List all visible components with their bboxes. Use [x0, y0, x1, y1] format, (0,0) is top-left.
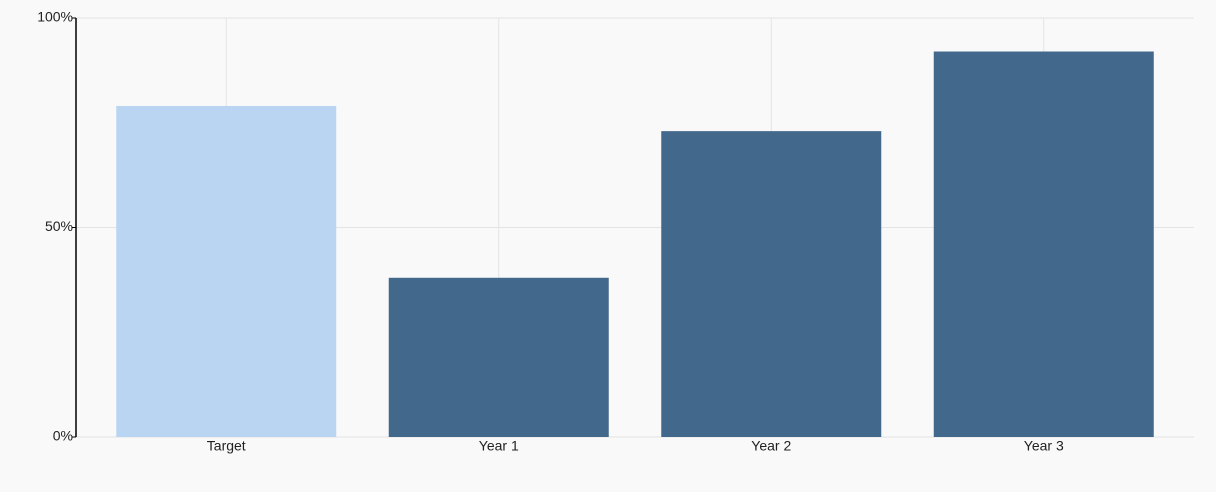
y-tick-label: 100% — [37, 9, 73, 25]
bar — [388, 277, 609, 437]
y-tick-label: 50% — [45, 218, 73, 234]
bar — [116, 105, 337, 438]
y-tick-label: 0% — [53, 428, 73, 444]
bar — [661, 131, 882, 437]
x-tick-label: Year 2 — [751, 438, 791, 454]
x-tick-label: Target — [207, 438, 246, 454]
x-tick-label: Year 3 — [1024, 438, 1064, 454]
x-tick-label: Year 1 — [479, 438, 519, 454]
bar — [933, 51, 1154, 438]
